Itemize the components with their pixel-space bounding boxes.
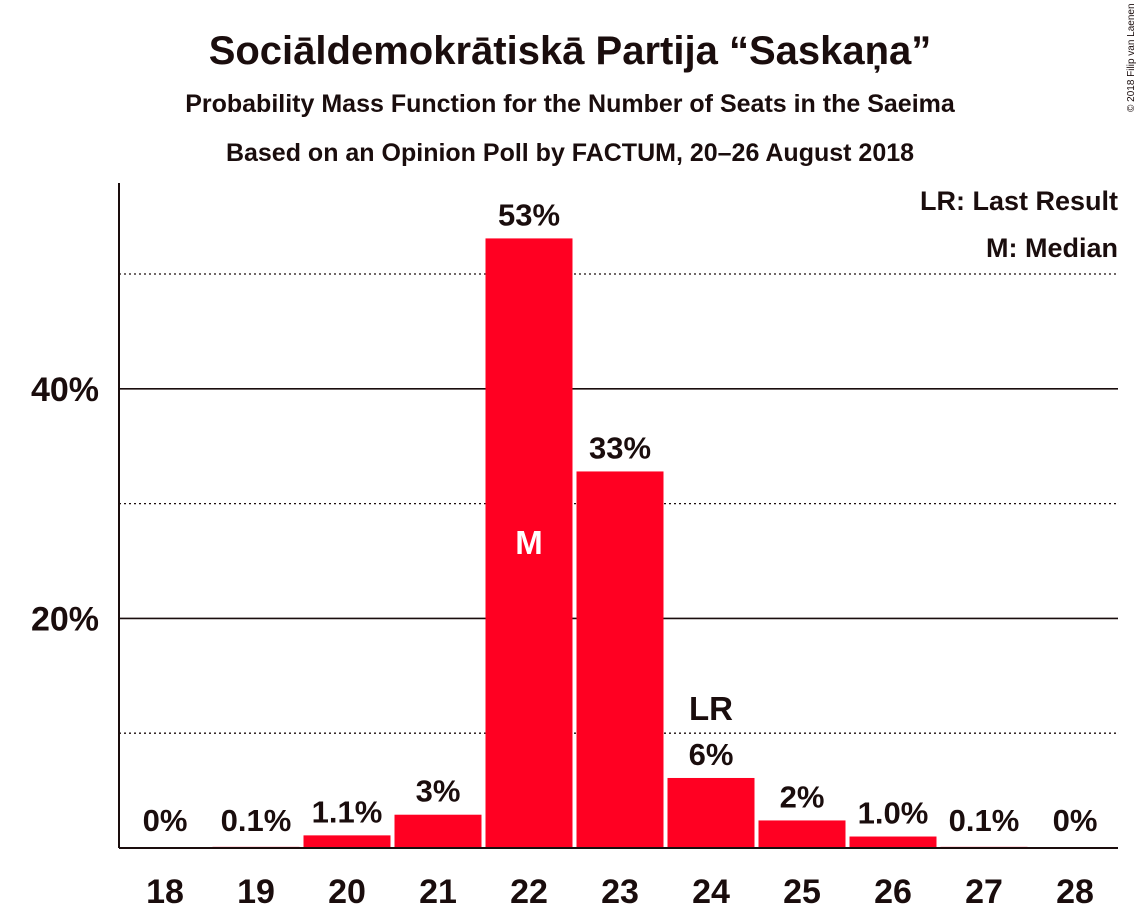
- x-tick-27: 27: [965, 873, 1003, 911]
- x-tick-labels: 18 19 20 21 22 23 24 25 26 27 28: [146, 873, 1094, 911]
- value-label-25: 2%: [780, 779, 825, 814]
- value-label-19: 0.1%: [221, 803, 292, 838]
- bar-seats-22: [485, 238, 573, 849]
- median-marker: M: [515, 524, 543, 561]
- x-tick-20: 20: [328, 873, 366, 911]
- x-tick-22: 22: [510, 873, 548, 911]
- value-label-26: 1.0%: [858, 796, 929, 831]
- value-label-18: 0%: [143, 803, 188, 838]
- y-tick-40: 40%: [31, 371, 99, 409]
- value-label-24: 6%: [689, 737, 734, 772]
- bars: [212, 238, 1028, 849]
- value-label-23: 33%: [589, 430, 651, 465]
- bar-seats-20: [303, 835, 391, 848]
- x-tick-23: 23: [601, 873, 639, 911]
- y-tick-20: 20%: [31, 600, 99, 638]
- x-tick-28: 28: [1056, 873, 1094, 911]
- x-tick-19: 19: [237, 873, 275, 911]
- chart-subtitle: Probability Mass Function for the Number…: [185, 90, 956, 118]
- bar-seats-25: [758, 820, 846, 848]
- x-tick-26: 26: [874, 873, 912, 911]
- legend-last-result: LR: Last Result: [920, 186, 1118, 216]
- bar-seats-21: [394, 814, 482, 848]
- value-label-27: 0.1%: [949, 803, 1020, 838]
- copyright-notice: © 2018 Filip van Laenen: [1126, 3, 1137, 112]
- value-label-28: 0%: [1053, 803, 1098, 838]
- y-tick-labels: 20% 40%: [31, 371, 99, 639]
- last-result-marker: LR: [689, 690, 733, 727]
- axes: [118, 183, 1118, 849]
- value-label-21: 3%: [416, 774, 461, 809]
- chart-title: Sociāldemokrātiskā Partija “Saskaņa”: [209, 29, 932, 73]
- bar-seats-24: [667, 777, 755, 848]
- value-labels: 0% 0.1% 1.1% 3% 53% M 33% 6% LR 2% 1.0% 0.1% 0%: [143, 197, 1098, 838]
- x-tick-21: 21: [419, 873, 457, 911]
- bar-seats-23: [576, 471, 664, 848]
- value-label-22: 53%: [498, 197, 560, 232]
- value-label-20: 1.1%: [312, 794, 383, 829]
- legend-median: M: Median: [986, 233, 1118, 263]
- x-tick-18: 18: [146, 873, 184, 911]
- x-tick-25: 25: [783, 873, 821, 911]
- x-tick-24: 24: [692, 873, 730, 911]
- chart-subtitle-poll: Based on an Opinion Poll by FACTUM, 20–2…: [226, 139, 914, 167]
- bar-seats-26: [849, 836, 937, 848]
